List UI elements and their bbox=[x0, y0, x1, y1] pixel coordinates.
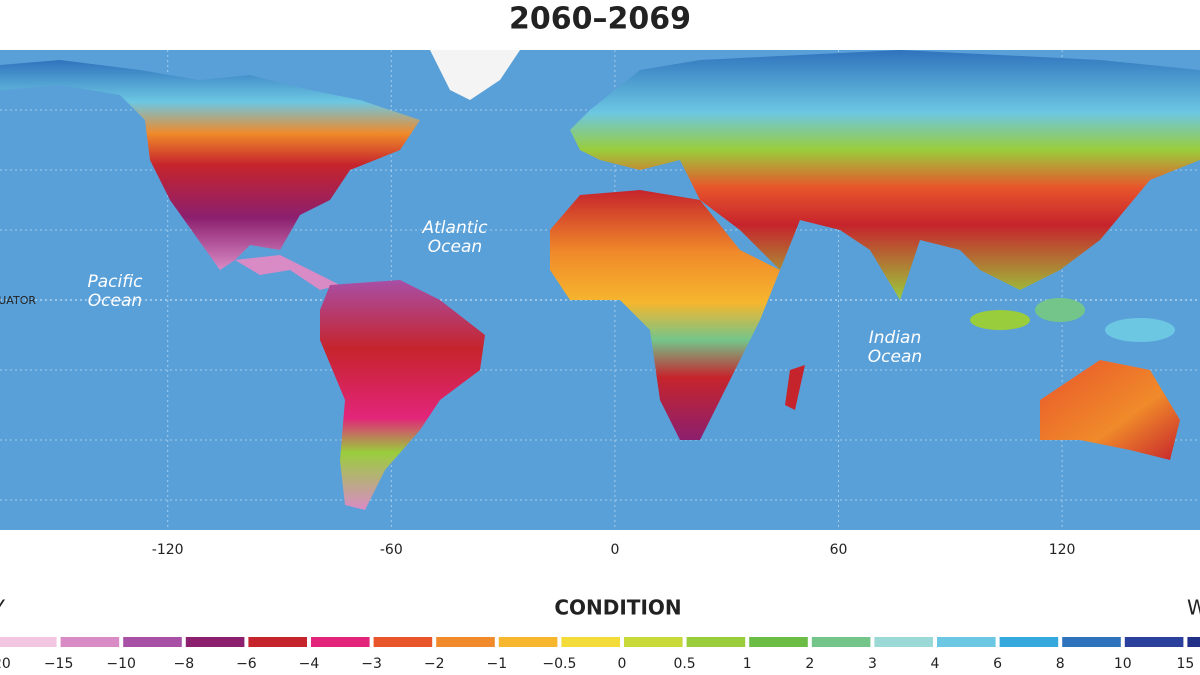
legend-tick-label: 10 bbox=[1114, 656, 1132, 672]
map bbox=[0, 50, 1200, 530]
legend-swatch bbox=[624, 637, 683, 647]
south-america bbox=[320, 280, 485, 510]
island bbox=[1035, 298, 1085, 322]
x-tick-label: 120 bbox=[1049, 542, 1076, 558]
legend-swatch bbox=[999, 637, 1059, 647]
australia bbox=[1040, 360, 1180, 460]
legend-tick-label: 1 bbox=[743, 656, 752, 672]
island bbox=[1105, 318, 1175, 342]
legend-title: CONDITION bbox=[554, 596, 681, 620]
legend-swatch bbox=[1187, 637, 1200, 647]
legend-wet: WET bbox=[1187, 596, 1200, 620]
ocean-label: Atlantic bbox=[422, 218, 489, 238]
legend-tick-label: −4 bbox=[299, 656, 320, 672]
island bbox=[970, 310, 1030, 330]
legend-swatch bbox=[811, 637, 871, 647]
legend-swatch bbox=[248, 637, 307, 647]
equator-label: EQUATOR bbox=[0, 294, 36, 307]
ocean-label: Pacific bbox=[87, 272, 143, 292]
legend-swatch bbox=[60, 637, 120, 647]
central-america bbox=[235, 255, 340, 290]
legend-swatch bbox=[874, 637, 933, 647]
legend-tick-label: −10 bbox=[106, 656, 136, 672]
legend-swatch bbox=[0, 637, 57, 647]
legend-swatch bbox=[123, 637, 182, 647]
legend-tick-label: 15 bbox=[1176, 656, 1194, 672]
legend-swatch bbox=[561, 637, 620, 647]
legend-swatch bbox=[373, 637, 433, 647]
legend-tick-label: −6 bbox=[236, 656, 257, 672]
legend-swatch bbox=[311, 637, 370, 647]
legend-tick-label: −0.5 bbox=[542, 656, 576, 672]
legend-tick-label: −20 bbox=[0, 656, 11, 672]
legend-tick-label: −1 bbox=[486, 656, 507, 672]
x-tick-label: 60 bbox=[830, 542, 848, 558]
legend-swatch bbox=[686, 637, 746, 647]
x-tick-label: -60 bbox=[380, 542, 403, 558]
legend-tick-label: 0.5 bbox=[673, 656, 695, 672]
legend-dry: DRY bbox=[0, 596, 6, 620]
greenland bbox=[430, 50, 520, 100]
ocean-label: Indian bbox=[869, 328, 922, 348]
ocean-label: Ocean bbox=[88, 291, 142, 311]
legend-tick-label: −3 bbox=[361, 656, 382, 672]
legend-swatch bbox=[185, 637, 245, 647]
legend-swatch bbox=[937, 637, 996, 647]
legend-tick-label: −15 bbox=[44, 656, 74, 672]
x-tick-label: -120 bbox=[152, 542, 184, 558]
eurasia bbox=[570, 50, 1200, 300]
legend-swatch bbox=[1062, 637, 1121, 647]
legend-tick-label: 4 bbox=[931, 656, 940, 672]
madagascar bbox=[785, 365, 805, 410]
ocean-label: Ocean bbox=[868, 347, 922, 367]
north-america bbox=[0, 60, 420, 270]
legend-tick-label: 2 bbox=[805, 656, 814, 672]
legend-swatch bbox=[436, 637, 495, 647]
title: 2060–2069 bbox=[509, 2, 691, 37]
legend-swatch bbox=[749, 637, 808, 647]
legend-tick-label: 8 bbox=[1056, 656, 1065, 672]
x-tick-label: 0 bbox=[610, 542, 619, 558]
legend-swatch bbox=[1124, 637, 1184, 647]
legend-tick-label: 3 bbox=[868, 656, 877, 672]
legend-tick-label: −2 bbox=[424, 656, 445, 672]
legend-swatch bbox=[498, 637, 558, 647]
legend-tick-label: 0 bbox=[618, 656, 627, 672]
legend-tick-label: 6 bbox=[993, 656, 1002, 672]
legend-tick-label: −8 bbox=[173, 656, 194, 672]
ocean-label: Ocean bbox=[428, 237, 482, 257]
africa bbox=[550, 190, 780, 440]
